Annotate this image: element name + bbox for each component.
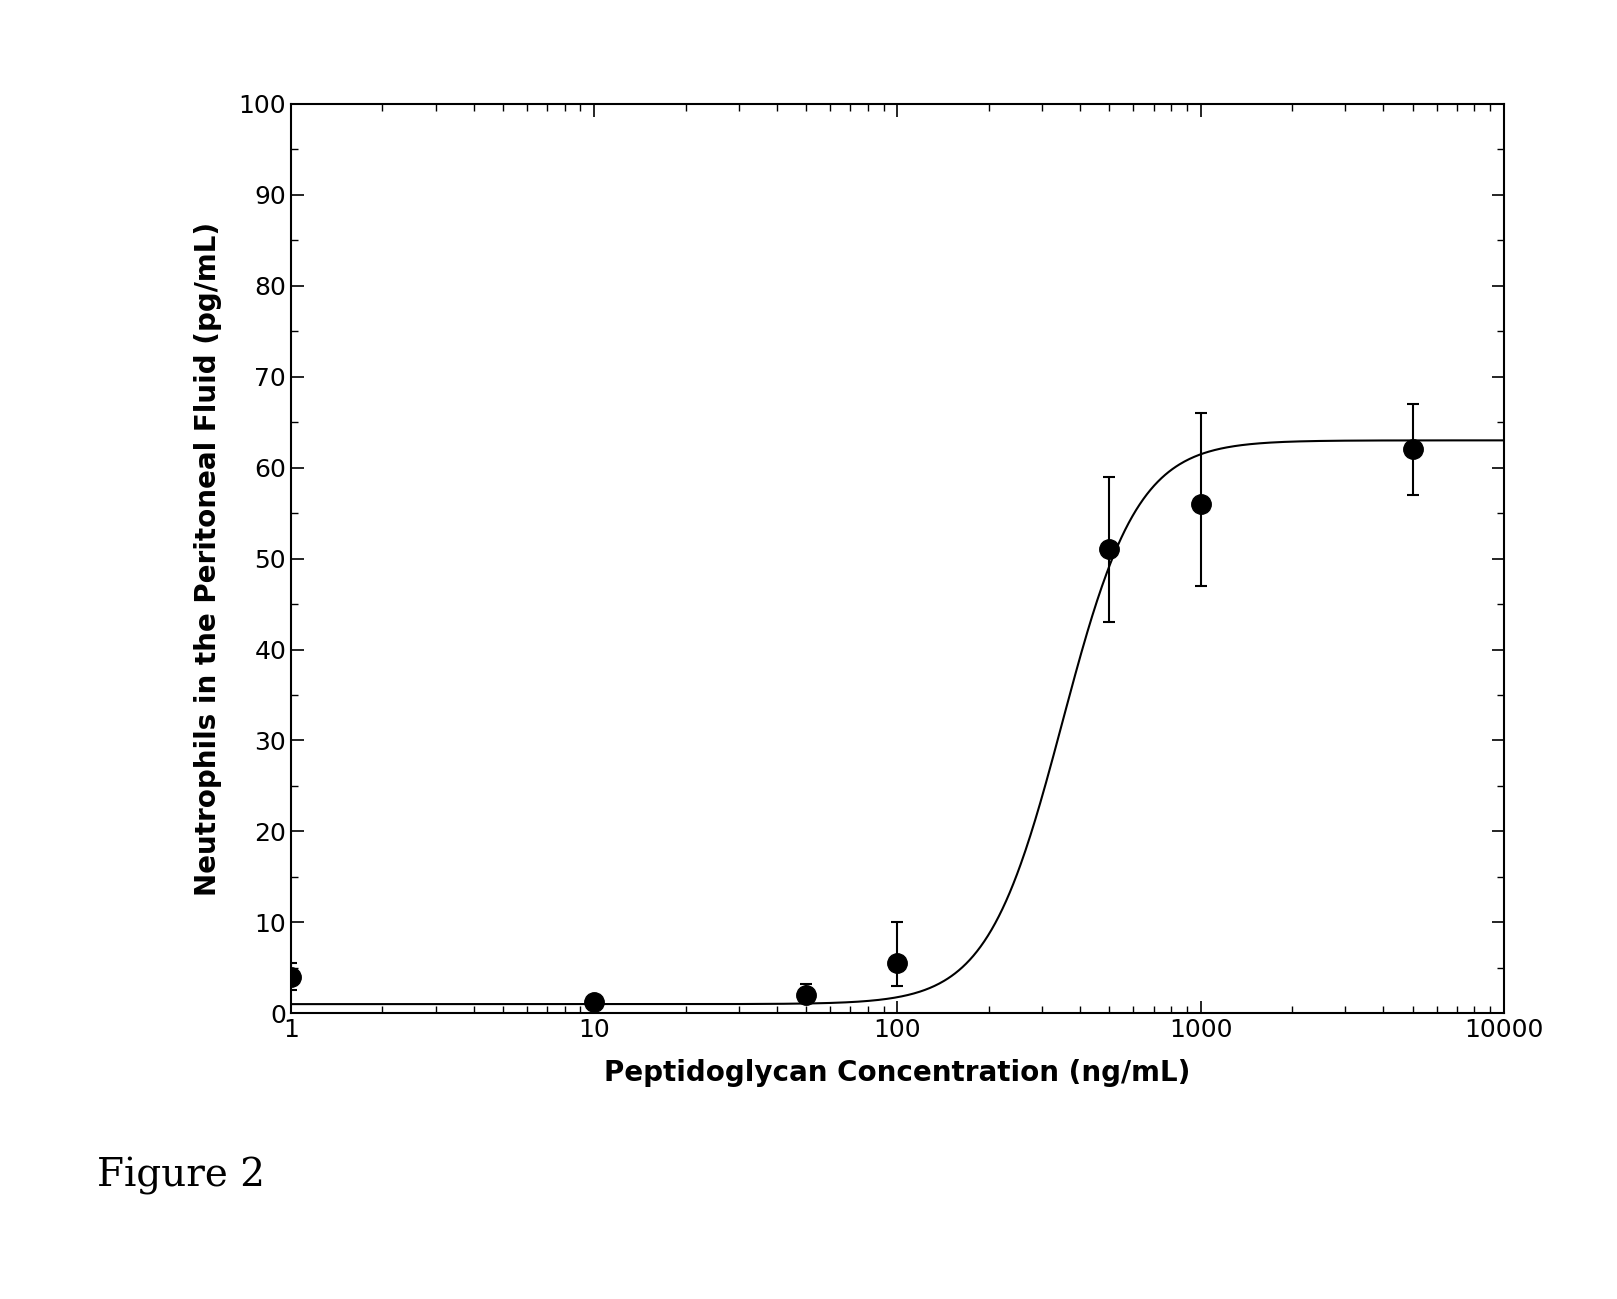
Text: Figure 2: Figure 2 [97,1157,265,1195]
X-axis label: Peptidoglycan Concentration (ng/mL): Peptidoglycan Concentration (ng/mL) [605,1059,1190,1087]
Y-axis label: Neutrophils in the Peritoneal Fluid (pg/mL): Neutrophils in the Peritoneal Fluid (pg/… [194,222,222,895]
